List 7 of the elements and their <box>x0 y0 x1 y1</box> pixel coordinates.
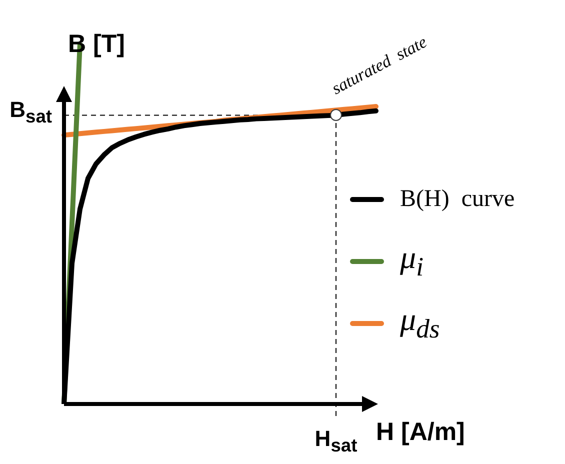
legend-label: μ$_{ds}$ <box>400 301 440 345</box>
y-axis-title: B [T] <box>68 30 125 59</box>
legend-label: μ$_{i}$ <box>400 239 424 283</box>
x-axis-title: H [A/m] <box>376 418 465 447</box>
text: H$_{sat}$ <box>314 426 358 456</box>
legend-label: B(H) curve <box>400 186 515 212</box>
ref-line-label: B$_{sat}$ <box>8 97 52 128</box>
